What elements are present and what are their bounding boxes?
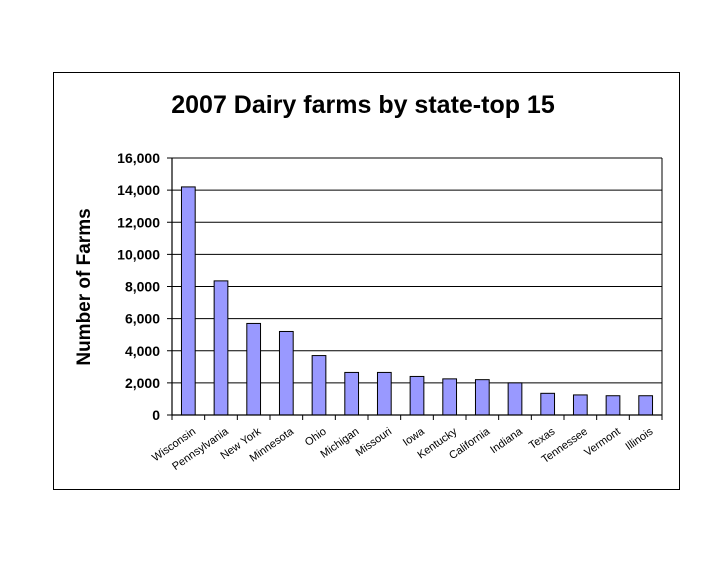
bar — [409, 375, 425, 416]
x-tick-label: Illinois — [623, 425, 655, 453]
x-tick-label: Vermont — [582, 426, 622, 459]
y-tick-label: 4,000 — [125, 343, 160, 359]
bar — [180, 186, 196, 416]
bars — [180, 186, 654, 416]
bar — [572, 394, 588, 416]
chart-title: 2007 Dairy farms by state-top 15 — [171, 91, 555, 119]
y-axis-label: Number of Farms — [74, 208, 95, 365]
bar — [246, 322, 262, 416]
bar — [213, 280, 229, 416]
y-tick-label: 6,000 — [125, 311, 160, 327]
y-tick-label: 10,000 — [117, 246, 160, 262]
bar — [376, 371, 392, 416]
chart-frame — [53, 72, 680, 490]
y-tick-label: 16,000 — [117, 150, 160, 166]
y-tick-label: 8,000 — [125, 279, 160, 295]
bar — [311, 355, 327, 416]
x-tick-label: Missouri — [354, 426, 394, 459]
x-tick-label: Indiana — [488, 425, 525, 456]
bar — [474, 379, 490, 416]
bar — [442, 378, 458, 416]
y-tick-label: 2,000 — [125, 375, 160, 391]
y-tick-label: 14,000 — [117, 182, 160, 198]
bar — [507, 382, 523, 416]
bar — [638, 395, 654, 416]
y-tick-labels: 0 2,000 4,000 6,000 8,000 10,000 12,000 14,000 1… — [117, 150, 160, 423]
y-tick-label: 0 — [152, 407, 160, 423]
bar — [605, 395, 621, 416]
bar — [278, 330, 294, 416]
axes — [171, 158, 663, 416]
y-tick-label: 12,000 — [117, 214, 160, 230]
bar — [344, 371, 360, 416]
bar — [540, 392, 556, 416]
